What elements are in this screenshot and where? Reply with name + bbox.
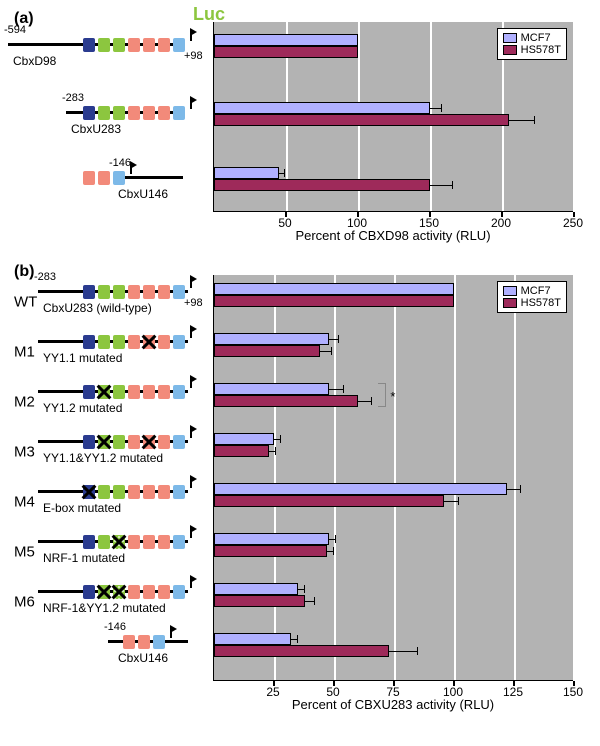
x-tick-label: 75 (386, 685, 399, 699)
bar-mcf7 (214, 167, 279, 179)
construct-diagram: NRF-1&YY1.2 mutated (8, 577, 213, 617)
significance-star: * (390, 389, 395, 404)
x-tick-label: 100 (443, 685, 463, 699)
construct-end-label: +98 (184, 50, 203, 62)
x-tick-label: 200 (491, 216, 511, 230)
bar-hs578t (214, 645, 389, 657)
construct-diagram: -594+98CbxD98 (8, 30, 213, 70)
construct-diagram: E-box mutated (8, 477, 213, 517)
construct-diagram: YY1.2 mutated (8, 377, 213, 417)
bar-hs578t (214, 46, 358, 58)
construct-name: E-box mutated (43, 501, 121, 515)
construct-start-label: -283 (34, 271, 56, 283)
construct-start-label: -146 (104, 621, 126, 633)
bar-hs578t (214, 595, 305, 607)
x-tick-label: 125 (503, 685, 523, 699)
construct-name: CbxU283 (71, 122, 121, 136)
bar-mcf7 (214, 383, 329, 395)
construct-name: NRF-1&YY1.2 mutated (43, 601, 166, 615)
x-tick-label: 25 (266, 685, 279, 699)
x-tick-label: 50 (278, 216, 291, 230)
legend: MCF7HS578T (497, 28, 567, 60)
bar-hs578t (214, 445, 269, 457)
bar-mcf7 (214, 633, 291, 645)
construct-start-label: -146 (109, 157, 131, 169)
bar-mcf7 (214, 283, 454, 295)
construct-name: NRF-1 mutated (43, 551, 125, 565)
construct-diagram: -283CbxU283 (8, 98, 213, 138)
bar-mcf7 (214, 433, 274, 445)
construct-diagram: -146CbxU146 (8, 163, 213, 203)
bar-mcf7 (214, 533, 329, 545)
x-tick-label: 250 (563, 216, 583, 230)
legend-hs578t: HS578T (521, 297, 561, 309)
bar-mcf7 (214, 583, 298, 595)
construct-end-label: +98 (184, 297, 203, 309)
bar-hs578t (214, 295, 454, 307)
construct-start-label: -594 (4, 24, 26, 36)
construct-start-label: -283 (62, 92, 84, 104)
legend: MCF7HS578T (497, 281, 567, 313)
bar-mcf7 (214, 34, 358, 46)
bar-hs578t (214, 179, 430, 191)
construct-diagram: NRF-1 mutated (8, 527, 213, 567)
bar-hs578t (214, 545, 327, 557)
x-axis-title: Percent of CBXD98 activity (RLU) (213, 228, 573, 243)
construct-diagram: -283+98CbxU283 (wild-type) (8, 277, 213, 317)
legend-hs578t: HS578T (521, 44, 561, 56)
legend-mcf7: MCF7 (521, 285, 551, 297)
bar-mcf7 (214, 483, 507, 495)
construct-diagram: YY1.1 mutated (8, 327, 213, 367)
x-tick-label: 50 (326, 685, 339, 699)
bar-mcf7 (214, 102, 430, 114)
bar-hs578t (214, 395, 358, 407)
construct-name: YY1.1&YY1.2 mutated (43, 451, 163, 465)
construct-name: YY1.2 mutated (43, 401, 122, 415)
bar-mcf7 (214, 333, 329, 345)
legend-mcf7: MCF7 (521, 32, 551, 44)
x-axis-title: Percent of CBXU283 activity (RLU) (213, 697, 573, 712)
construct-name: CbxU146 (118, 187, 168, 201)
construct-name: CbxD98 (13, 54, 56, 68)
bar-hs578t (214, 495, 444, 507)
construct-diagram: -146CbxU146 (8, 627, 213, 667)
construct-name: CbxU283 (wild-type) (43, 301, 152, 315)
construct-name: CbxU146 (118, 651, 168, 665)
bar-hs578t (214, 114, 509, 126)
construct-diagram: YY1.1&YY1.2 mutated (8, 427, 213, 467)
x-tick-label: 100 (347, 216, 367, 230)
construct-name: YY1.1 mutated (43, 351, 122, 365)
x-tick-label: 150 (563, 685, 583, 699)
x-tick-label: 150 (419, 216, 439, 230)
bar-hs578t (214, 345, 320, 357)
